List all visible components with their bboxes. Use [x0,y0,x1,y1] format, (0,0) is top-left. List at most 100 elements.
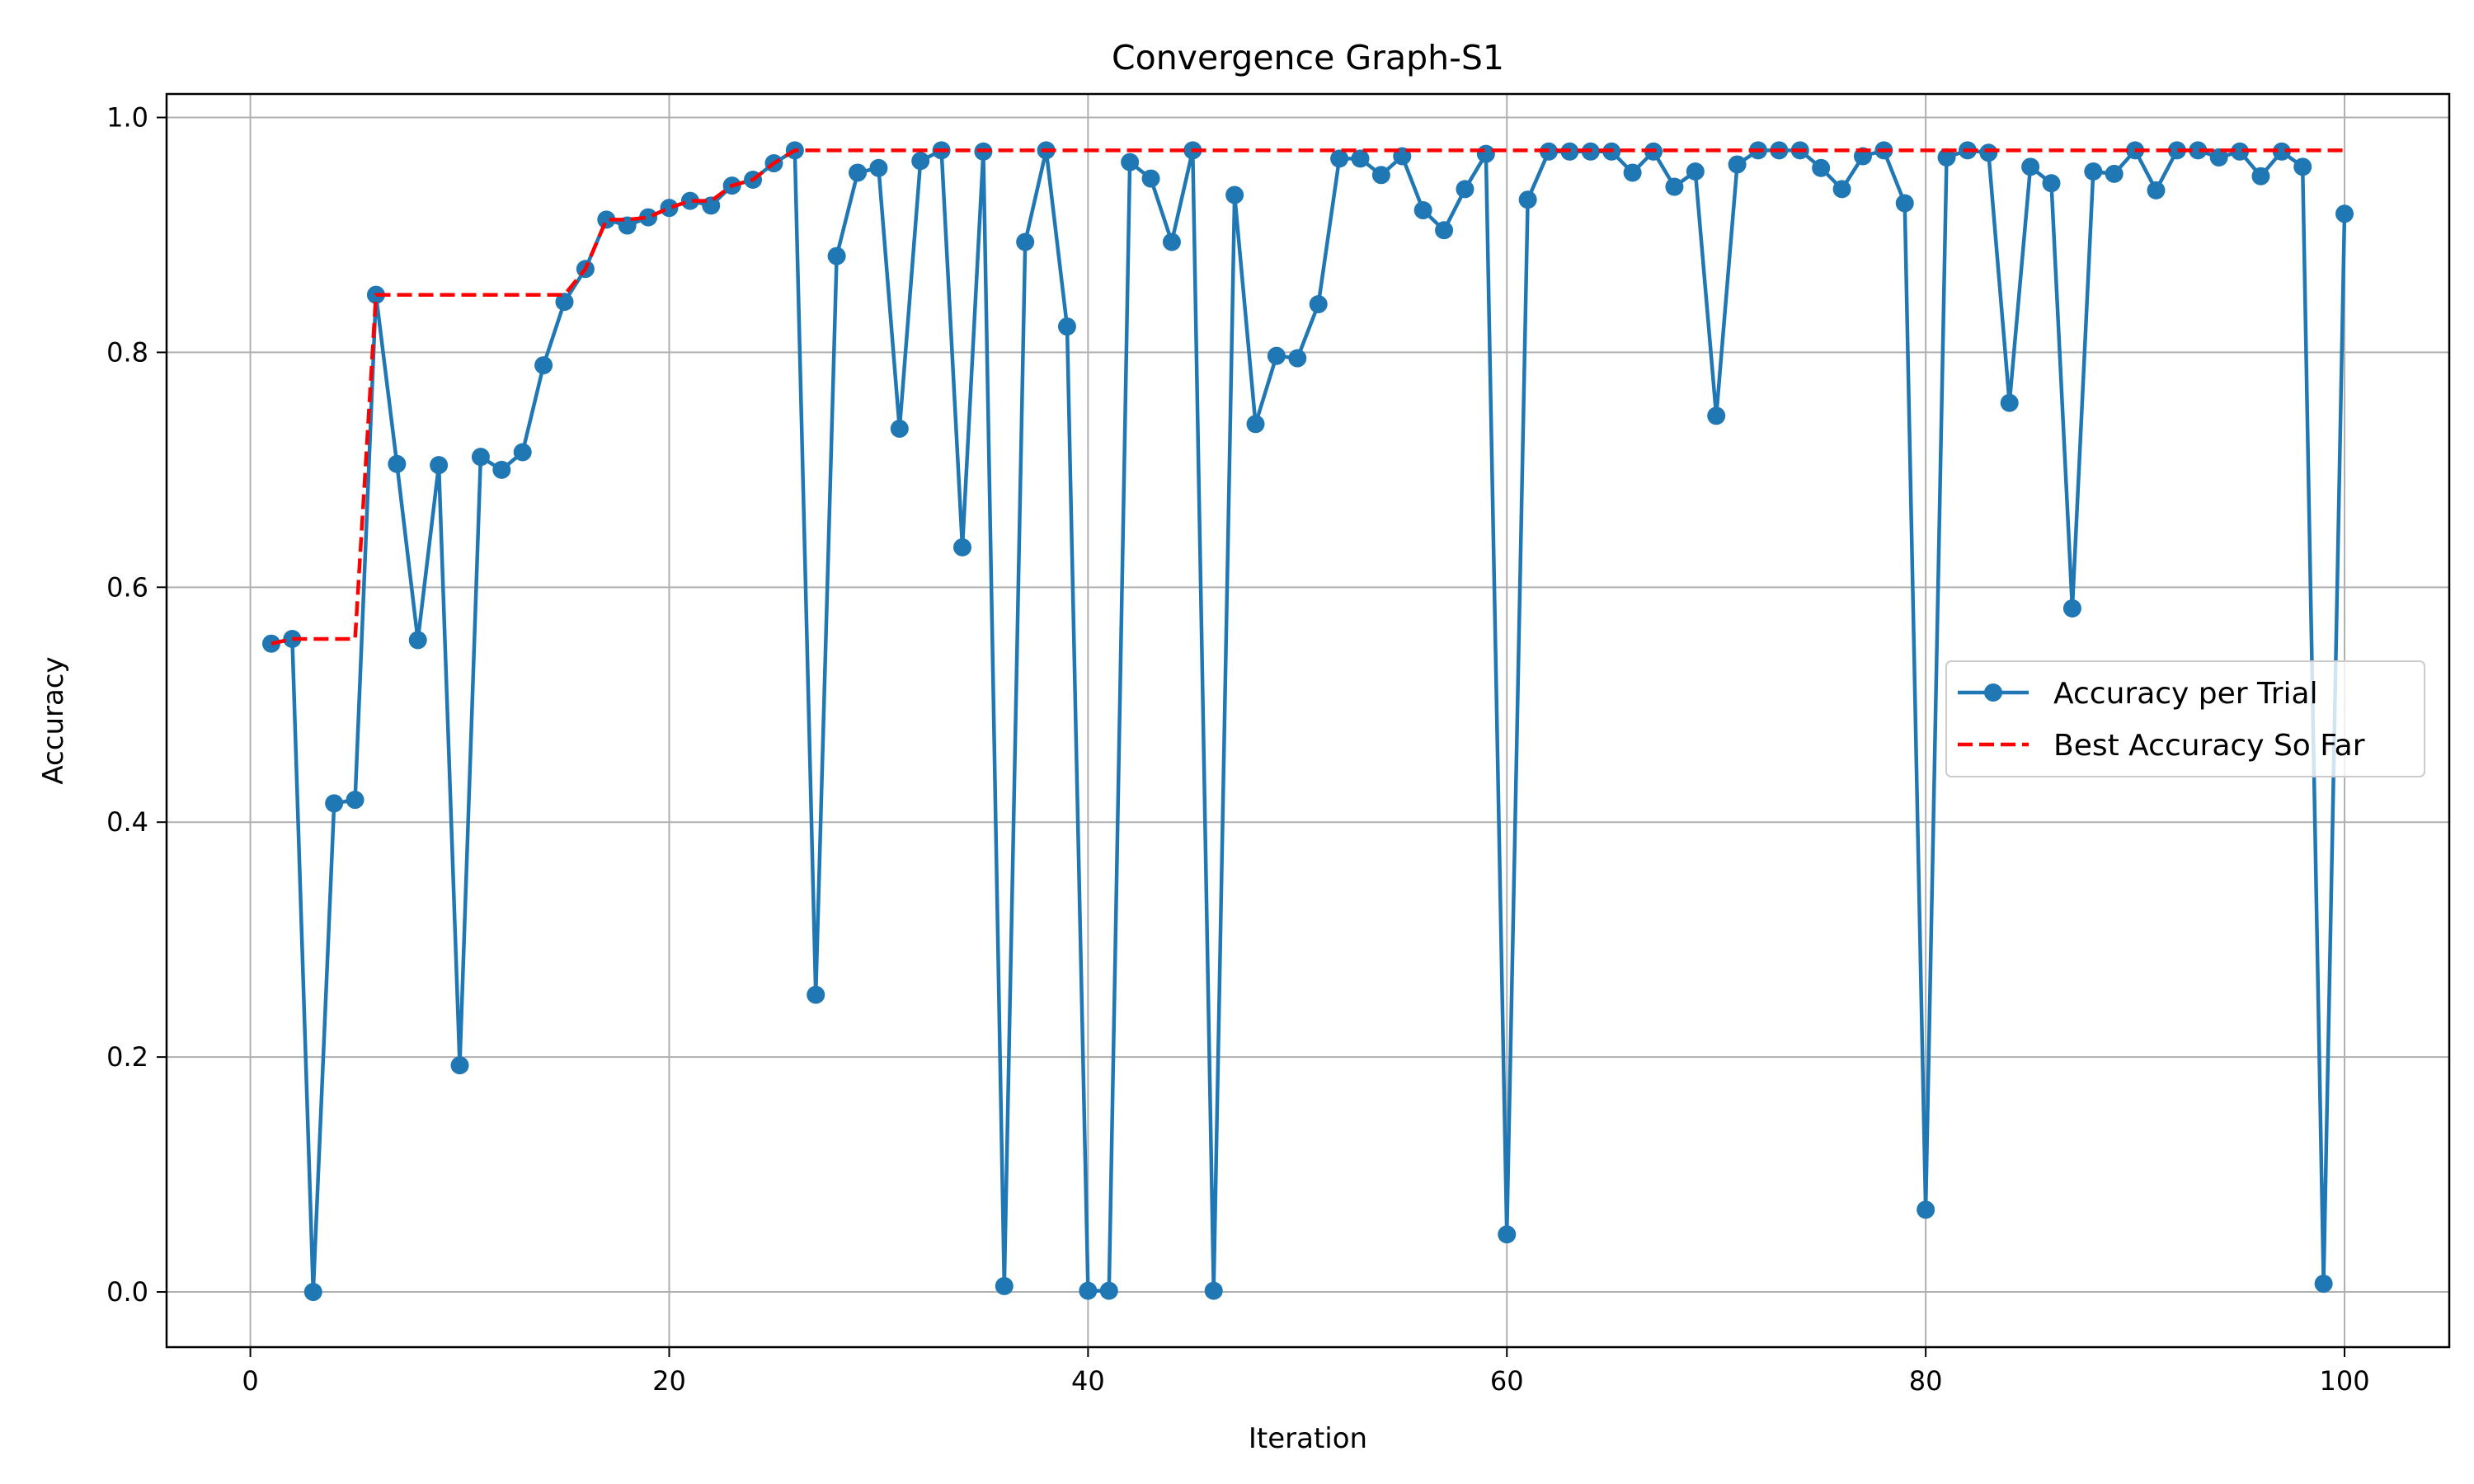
legend-marker-accuracy-per-trial [1984,683,2002,702]
data-point [408,631,427,650]
data-point [1057,317,1076,336]
data-point [1079,1281,1098,1300]
data-point [2042,174,2061,193]
x-axis-label: Iteration [1249,1422,1367,1455]
grid-lines [167,94,2449,1347]
legend: Accuracy per Trial Best Accuracy So Far [1945,660,2425,777]
data-point [1456,180,1475,199]
data-point [995,1276,1014,1295]
data-point [2314,1275,2333,1294]
data-point [471,448,490,467]
data-point [2335,204,2354,223]
y-tick-label: 0.0 [106,1276,148,1308]
data-point [1099,1281,1118,1300]
chart-title: Convergence Graph-S1 [1112,38,1504,77]
data-point [388,454,407,473]
y-tick-label: 0.2 [106,1041,148,1073]
data-point [1371,166,1390,185]
x-tick-label: 100 [2319,1365,2369,1397]
x-tick-label: 20 [652,1365,686,1397]
data-point [1707,406,1726,425]
data-point [1686,162,1705,181]
data-point [1413,201,1432,220]
data-point [1518,190,1537,209]
data-point [1937,148,1956,167]
data-point [1204,1281,1223,1300]
data-point [1351,149,1370,168]
data-point [1162,232,1181,251]
data-point [1267,346,1286,365]
data-point [1016,232,1035,251]
plot-frame [165,92,2451,1349]
data-point [660,199,679,218]
data-point [2084,162,2103,181]
data-point [261,634,280,653]
y-tick-label: 0.4 [106,806,148,838]
data-point [2167,141,2186,160]
data-point [2189,141,2208,160]
data-point [890,419,909,438]
data-point [1665,177,1684,196]
data-point [2062,599,2081,618]
data-point [555,293,574,312]
data-point [346,791,365,810]
data-point [1288,349,1307,368]
data-point [1832,180,1851,199]
data-point [303,1283,322,1302]
data-point [2251,167,2270,186]
axis-ticks: 0 20 40 60 80 100 0.0 0.2 0.4 0.6 0.8 1.0 [106,101,2369,1397]
legend-label-accuracy-per-trial: Accuracy per Trial [2053,677,2318,711]
data-point [1225,186,1244,204]
data-point [1498,1225,1517,1244]
data-point [2231,142,2250,161]
data-point [1979,143,1998,162]
y-tick-label: 0.6 [106,571,148,603]
plot-series [261,141,2354,1302]
data-point [2147,181,2166,200]
data-point [2105,164,2124,183]
data-point [1812,158,1831,177]
data-point [1435,221,1454,240]
y-tick-label: 0.8 [106,336,148,368]
data-point [1917,1200,1935,1219]
data-point [1476,144,1495,163]
data-point [492,460,511,479]
x-tick-label: 0 [242,1365,258,1397]
data-point [325,794,344,813]
x-tick-label: 60 [1490,1365,1524,1397]
data-point [807,985,825,1004]
series-line-best-accuracy-so-far [270,148,2345,646]
data-point [430,456,449,475]
data-point [2272,142,2291,161]
data-point [1121,153,1140,171]
data-point [911,152,930,171]
data-point [2021,157,2040,176]
x-tick-label: 80 [1909,1365,1943,1397]
data-point [1309,294,1328,313]
data-point [1141,169,1160,188]
data-point [513,443,532,462]
data-point [1728,155,1747,174]
data-point [869,158,888,177]
y-axis-label: Accuracy [37,656,70,784]
data-point [450,1056,469,1075]
data-point [1623,163,1642,182]
data-point [2000,393,2019,412]
data-point [849,163,868,182]
data-point [2293,157,2312,176]
data-point [534,356,553,375]
data-point [1330,149,1349,168]
data-point [1246,415,1265,434]
legend-box [1945,660,2425,777]
x-tick-label: 40 [1071,1365,1105,1397]
data-point [952,538,971,556]
data-point [2209,148,2228,167]
data-point [827,247,846,265]
y-tick-label: 1.0 [106,101,148,133]
series-line-accuracy-per-trial [270,148,2347,1294]
data-point [639,208,658,227]
data-point [1895,194,1914,213]
legend-label-best-accuracy-so-far: Best Accuracy So Far [2053,729,2365,763]
data-point [680,191,699,210]
